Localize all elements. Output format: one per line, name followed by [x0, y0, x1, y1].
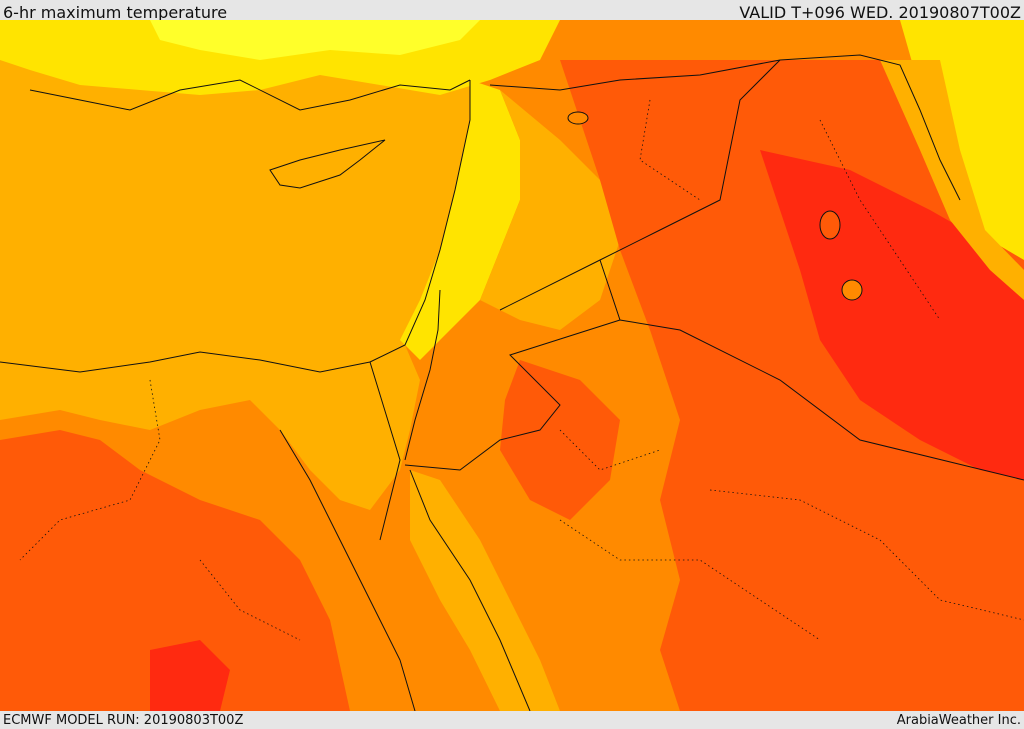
model-run-label: ECMWF MODEL RUN: 20190803T00Z — [3, 712, 244, 728]
valid-time: VALID T+096 WED. 20190807T00Z — [739, 3, 1021, 22]
turkey-syria-border — [489, 59, 781, 91]
levant-coastline — [369, 80, 471, 363]
map-title: 6-hr maximum temperature — [3, 3, 228, 22]
jordan-amber-region — [480, 90, 620, 330]
red-sea-coast-band — [410, 470, 560, 711]
temperature-map[interactable] — [0, 20, 1024, 711]
saudi-red-orange-patch — [500, 360, 620, 520]
dead-sea-jordan-valley — [404, 289, 441, 461]
internal-boundaries — [19, 99, 1024, 641]
map-header: 6-hr maximum temperature VALID T+096 WED… — [0, 0, 1024, 22]
lake-assad — [567, 111, 589, 125]
lake-tharthar — [819, 210, 841, 240]
cyprus-island — [269, 139, 386, 189]
credit-label: ArabiaWeather Inc. — [896, 712, 1021, 728]
egypt-israel-border — [369, 361, 401, 541]
map-footer: ECMWF MODEL RUN: 20190803T00Z ArabiaWeat… — [0, 711, 1024, 729]
iraq-jordan-border — [599, 259, 1024, 481]
levant-yellow-strip — [400, 80, 520, 360]
egypt-coastline — [0, 351, 371, 373]
libya-hot-red-patch — [150, 640, 230, 711]
borders-layer — [0, 54, 1024, 711]
egypt-south-red-orange — [0, 430, 350, 711]
lake-razazza — [841, 279, 863, 301]
red-sea-west-coast — [279, 429, 416, 711]
gulf-amber-edge — [880, 60, 1024, 300]
turkey-pale-band — [150, 20, 480, 60]
map-canvas — [0, 20, 1024, 711]
turkey-coastline — [29, 79, 471, 111]
jordan-saudi-border — [404, 319, 621, 471]
iran-border — [779, 54, 961, 201]
red-sea-east-coast — [409, 469, 531, 711]
egypt-amber-region — [0, 345, 420, 510]
